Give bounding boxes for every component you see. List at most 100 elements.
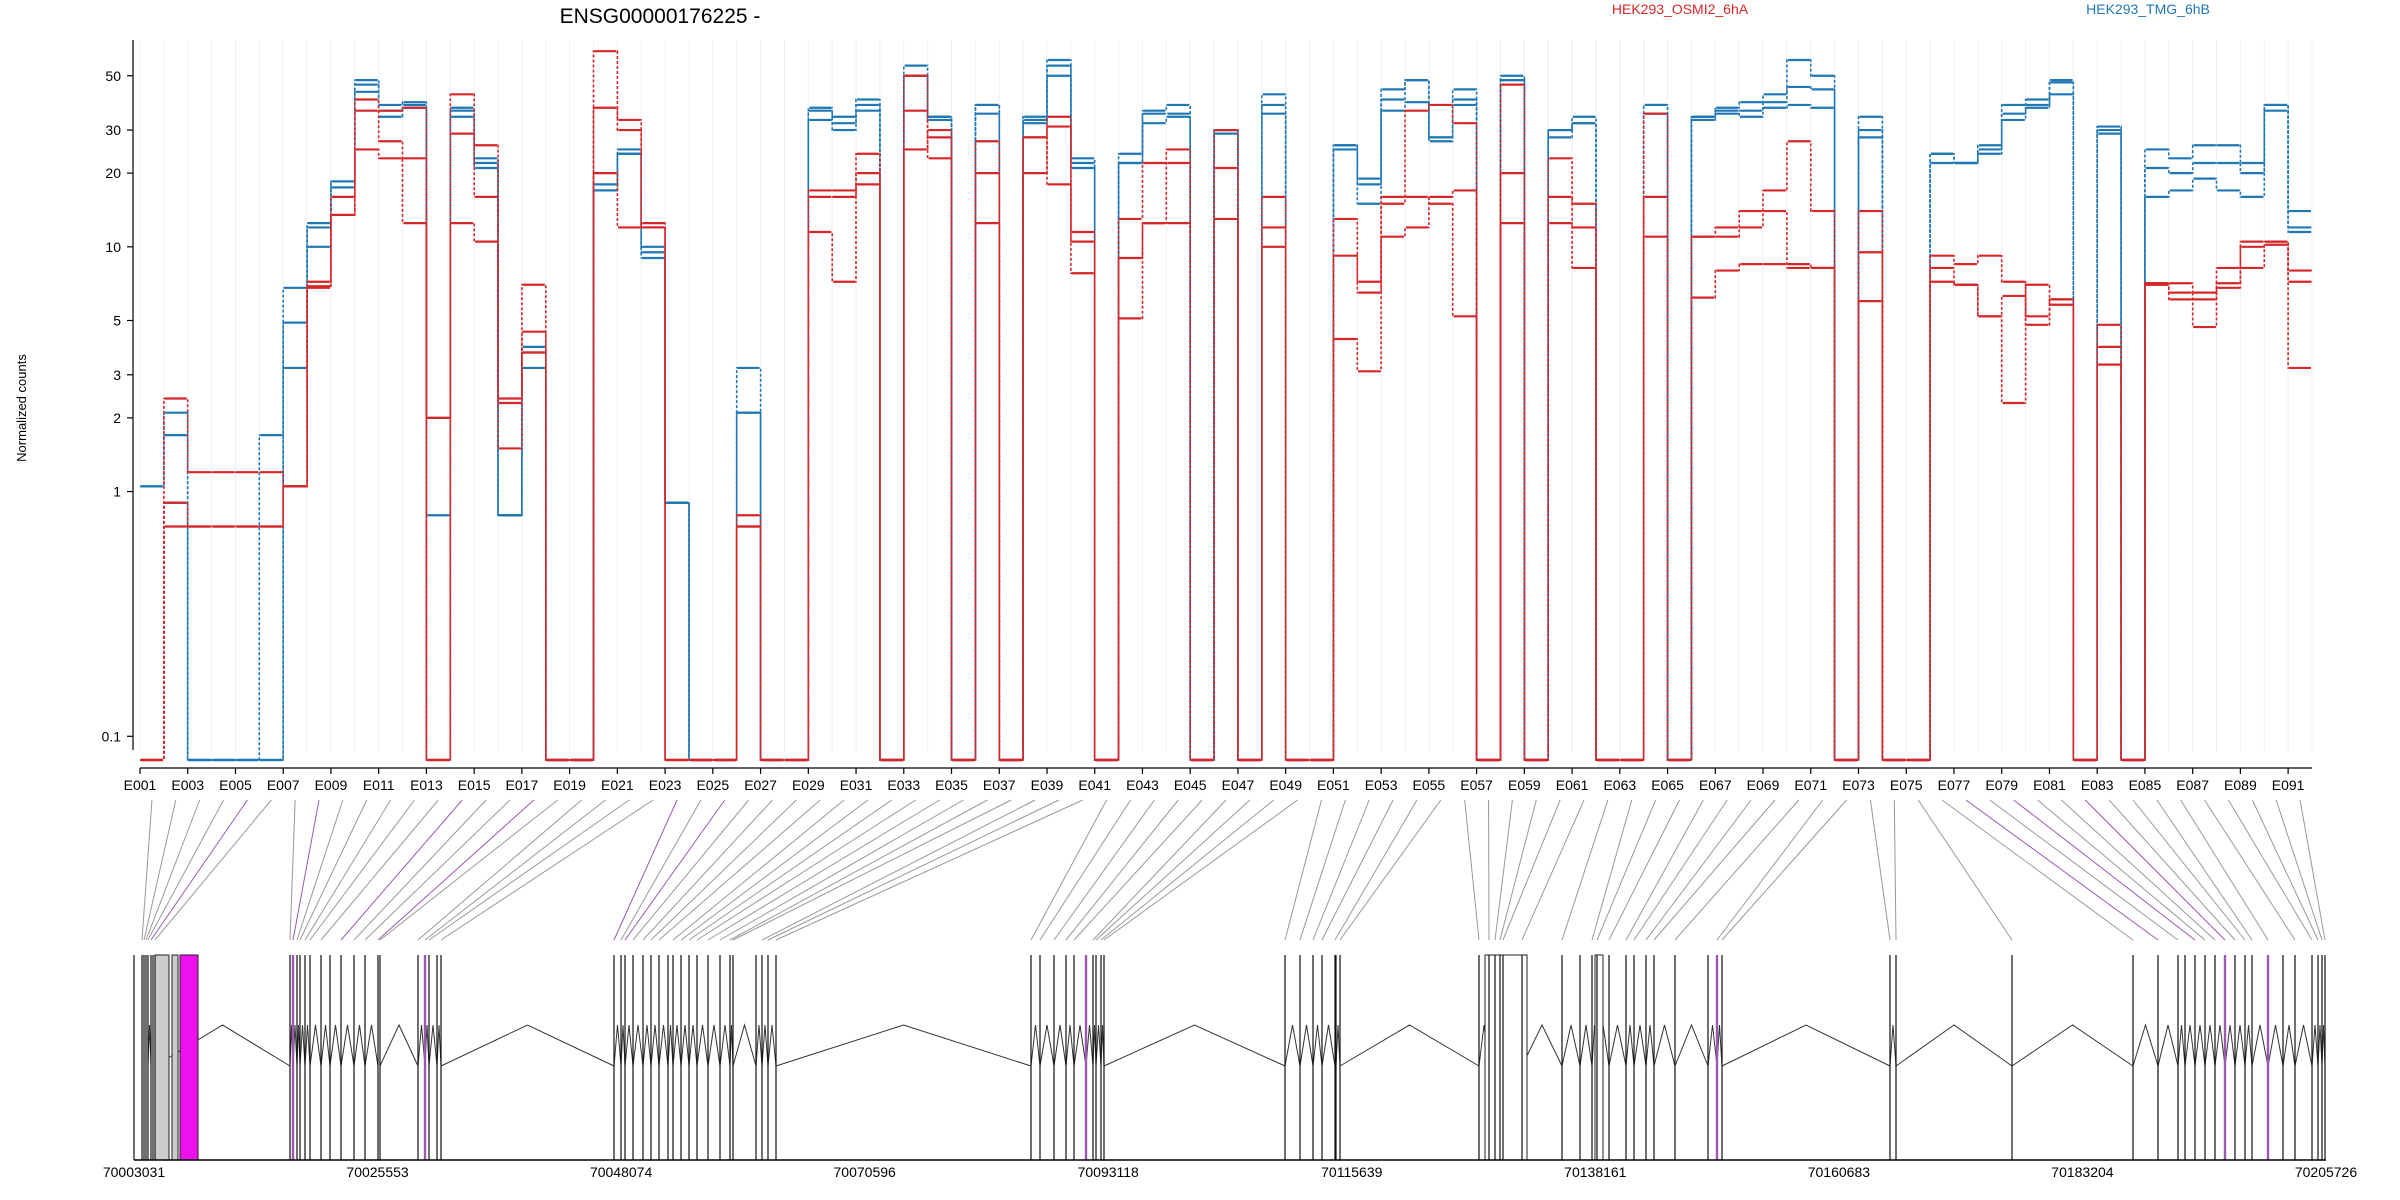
connector-line bbox=[377, 799, 535, 941]
y-axis-label: Normalized counts bbox=[14, 354, 29, 462]
connector-line bbox=[424, 799, 606, 941]
connector-line bbox=[1608, 799, 1680, 941]
connector-line bbox=[613, 799, 678, 941]
x-tick-label: E089 bbox=[2224, 777, 2257, 793]
connector-line bbox=[1030, 799, 1108, 941]
connector-line bbox=[147, 799, 224, 941]
connector-line bbox=[340, 799, 463, 941]
connector-line bbox=[1053, 799, 1155, 941]
exon-block bbox=[154, 954, 170, 1161]
y-tick-label: 50 bbox=[105, 68, 121, 84]
x-tick-label: E043 bbox=[1126, 777, 1159, 793]
connector-line bbox=[696, 799, 916, 941]
connector-line bbox=[2228, 799, 2313, 941]
genomic-tick-label: 70070596 bbox=[834, 1164, 897, 1180]
connector-line bbox=[1721, 799, 1847, 941]
x-tick-label: E049 bbox=[1269, 777, 1302, 793]
series-line-4 bbox=[140, 83, 2312, 761]
connector-line bbox=[1092, 799, 1227, 941]
connector-line bbox=[732, 799, 1012, 941]
x-tick-label: E079 bbox=[1985, 777, 2018, 793]
x-axis: E001 E003 E005 E007 E009 E011 E013 E015 E017 E019… bbox=[124, 767, 2312, 793]
x-tick-label: E007 bbox=[267, 777, 300, 793]
connector-line bbox=[309, 799, 415, 941]
gene-model bbox=[133, 954, 2326, 1161]
series-line-5 bbox=[140, 50, 2312, 761]
y-tick-label: 20 bbox=[105, 165, 121, 181]
legend-entry-osmi2: HEK293_OSMI2_6hA bbox=[1612, 1, 1749, 17]
series-layer bbox=[140, 50, 2312, 762]
series-line-1 bbox=[140, 59, 2312, 761]
x-tick-label: E025 bbox=[696, 777, 729, 793]
connector-line bbox=[729, 799, 988, 941]
connector-line bbox=[688, 799, 893, 941]
connector-line bbox=[2013, 799, 2196, 941]
x-tick-label: E083 bbox=[2081, 777, 2114, 793]
y-tick-label: 1 bbox=[113, 484, 121, 500]
x-tick-label: E085 bbox=[2129, 777, 2162, 793]
x-tick-label: E001 bbox=[124, 777, 157, 793]
y-tick-label: 10 bbox=[105, 239, 121, 255]
x-tick-label: E071 bbox=[1794, 777, 1827, 793]
connector-line bbox=[2180, 799, 2269, 941]
x-tick-label: E061 bbox=[1556, 777, 1589, 793]
chart-title: ENSG00000176225 - bbox=[560, 5, 761, 28]
connector-line bbox=[296, 799, 344, 941]
connector-line bbox=[642, 799, 773, 941]
exon-block bbox=[1484, 954, 1528, 1161]
exon-block-highlight bbox=[179, 954, 199, 1161]
connector-line bbox=[2156, 799, 2253, 941]
x-tick-label: E037 bbox=[983, 777, 1016, 793]
connector-line bbox=[379, 799, 559, 941]
connector-line bbox=[1633, 799, 1728, 941]
connector-line bbox=[2251, 799, 2319, 941]
series-line-2 bbox=[140, 75, 2312, 761]
connector-line bbox=[1521, 799, 1585, 941]
connector-line bbox=[440, 799, 654, 941]
x-tick-label: E019 bbox=[553, 777, 586, 793]
connector-line bbox=[761, 799, 1036, 941]
x-tick-label: E081 bbox=[2033, 777, 2066, 793]
x-tick-label: E057 bbox=[1460, 777, 1493, 793]
genomic-tick-label: 70093118 bbox=[1078, 1164, 1139, 1180]
connector-line bbox=[767, 799, 1060, 941]
connector-line bbox=[1625, 799, 1704, 941]
connector-line bbox=[417, 799, 582, 941]
x-tick-label: E003 bbox=[171, 777, 204, 793]
x-tick-label: E067 bbox=[1699, 777, 1732, 793]
exon-block bbox=[1594, 954, 1604, 1161]
x-tick-label: E065 bbox=[1651, 777, 1684, 793]
connector-line bbox=[707, 799, 940, 941]
x-tick-label: E011 bbox=[363, 777, 395, 793]
connector-line bbox=[632, 799, 750, 941]
connector-line bbox=[719, 799, 964, 941]
genomic-tick-label: 70025553 bbox=[346, 1164, 409, 1180]
genomic-tick-label: 70048074 bbox=[590, 1164, 653, 1180]
y-tick-label: 30 bbox=[105, 122, 121, 138]
x-tick-label: E055 bbox=[1413, 777, 1446, 793]
connector-line bbox=[2061, 799, 2216, 941]
connector-line bbox=[1494, 799, 1513, 941]
connector-line bbox=[1464, 799, 1480, 941]
x-tick-label: E063 bbox=[1603, 777, 1636, 793]
connector-line bbox=[1869, 799, 1891, 941]
x-tick-label: E047 bbox=[1222, 777, 1255, 793]
x-tick-label: E009 bbox=[315, 777, 348, 793]
x-tick-label: E091 bbox=[2272, 777, 2305, 793]
connector-line bbox=[1299, 799, 1346, 941]
connector-line bbox=[1502, 799, 1561, 941]
x-tick-label: E069 bbox=[1747, 777, 1780, 793]
x-tick-label: E039 bbox=[1031, 777, 1064, 793]
connector-line bbox=[2084, 799, 2226, 941]
series-line-6 bbox=[140, 109, 2312, 761]
legend-entry-tmg: HEK293_TMG_6hB bbox=[2086, 1, 2210, 17]
connector-line bbox=[299, 799, 368, 941]
connector-line bbox=[624, 799, 726, 941]
x-tick-label: E027 bbox=[744, 777, 777, 793]
connector-line bbox=[289, 799, 296, 941]
x-tick-label: E031 bbox=[840, 777, 873, 793]
x-tick-label: E029 bbox=[792, 777, 825, 793]
exon-block bbox=[171, 954, 179, 1161]
x-tick-label: E073 bbox=[1842, 777, 1875, 793]
